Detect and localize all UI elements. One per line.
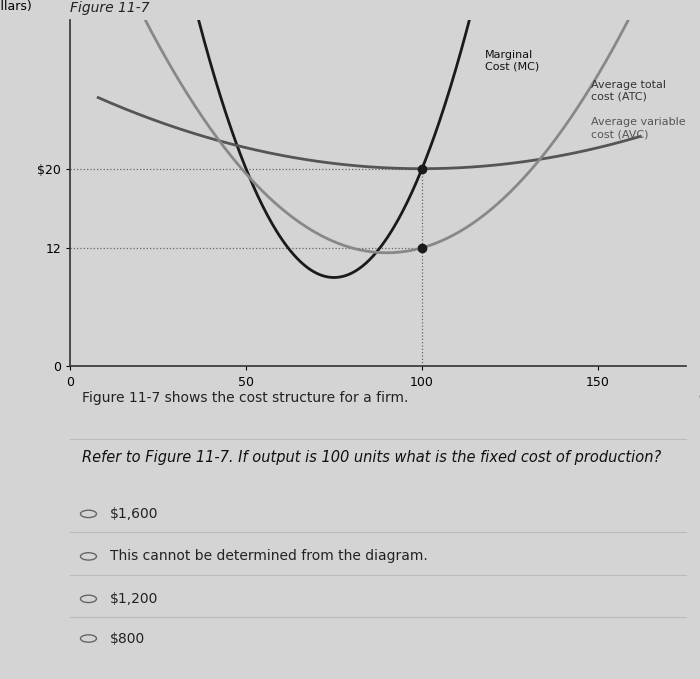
Text: Cost
(dollars): Cost (dollars) (0, 0, 33, 14)
Text: Quantity: Quantity (699, 390, 700, 404)
Text: Marginal
Cost (MC): Marginal Cost (MC) (485, 50, 540, 72)
Text: $1,200: $1,200 (110, 592, 158, 606)
Text: Average variable
cost (AVC): Average variable cost (AVC) (591, 117, 685, 139)
Text: Average total
cost (ATC): Average total cost (ATC) (591, 80, 666, 101)
Text: Figure 11-7: Figure 11-7 (70, 1, 150, 15)
Text: $1,600: $1,600 (110, 507, 158, 521)
Text: This cannot be determined from the diagram.: This cannot be determined from the diagr… (110, 549, 428, 564)
Text: Refer to Figure 11-7. If output is 100 units what is the fixed cost of productio: Refer to Figure 11-7. If output is 100 u… (83, 450, 662, 465)
Text: Figure 11-7 shows the cost structure for a firm.: Figure 11-7 shows the cost structure for… (83, 390, 409, 405)
Text: $800: $800 (110, 631, 146, 646)
